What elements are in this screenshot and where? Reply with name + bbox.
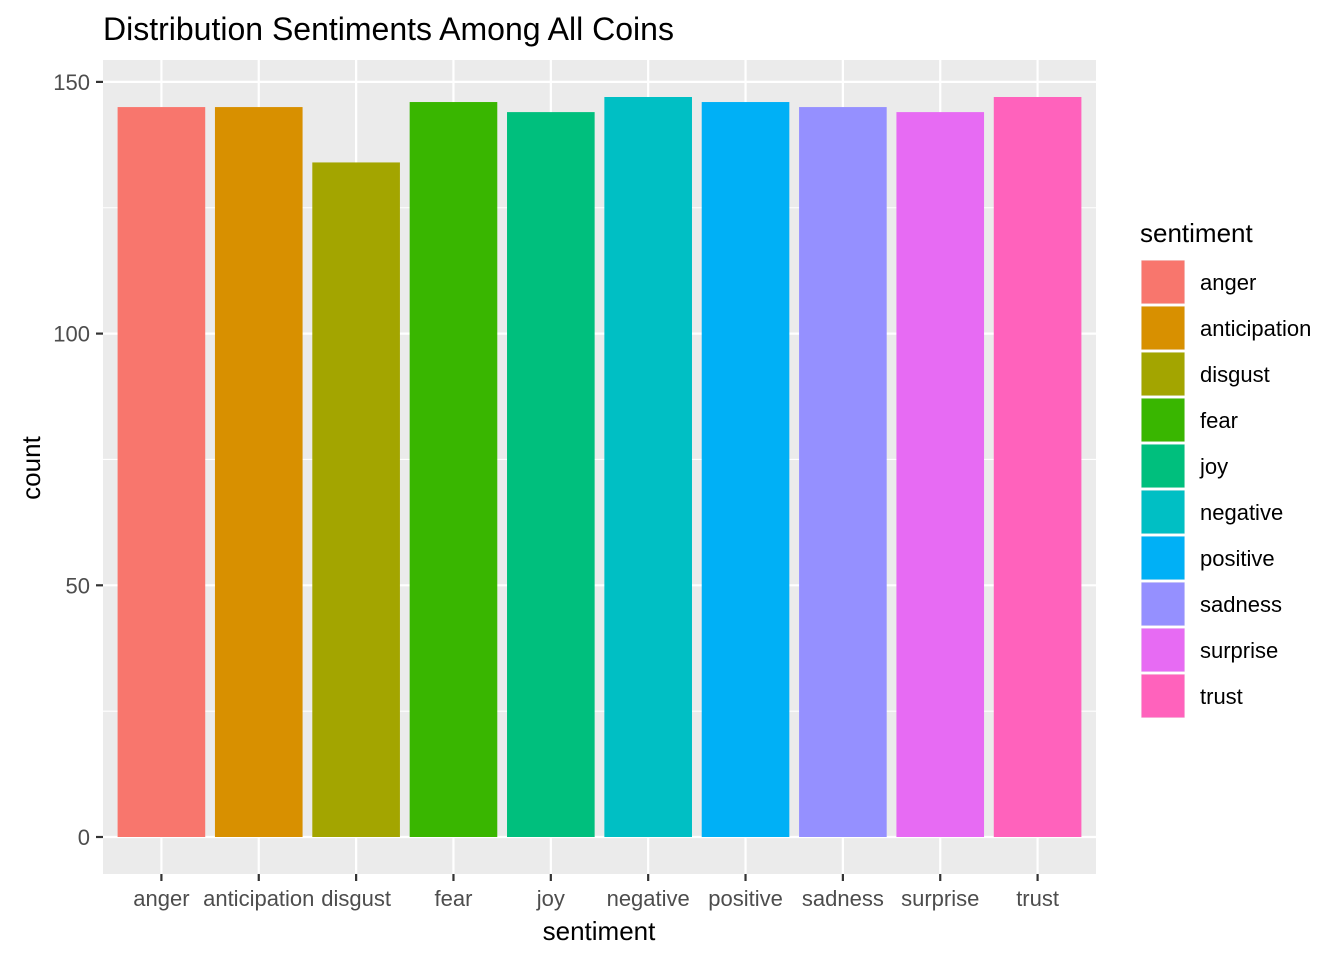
x-tick-label: anticipation <box>203 886 314 911</box>
x-tick-label: fear <box>435 886 473 911</box>
legend-swatch-negative <box>1141 490 1185 534</box>
bar-fear <box>409 102 498 838</box>
bars <box>117 97 1082 838</box>
y-axis: 0 50 100 150 <box>53 70 103 850</box>
legend-swatch-disgust <box>1141 352 1185 396</box>
y-tick-label: 50 <box>66 573 90 598</box>
legend: sentiment anger anticipation disgust fear jo… <box>1139 218 1311 720</box>
x-tick-label: anger <box>133 886 189 911</box>
x-tick-label: joy <box>536 886 565 911</box>
legend-label: surprise <box>1200 638 1278 663</box>
legend-label: anger <box>1200 270 1256 295</box>
bar-positive <box>701 102 790 838</box>
bar-disgust <box>312 162 400 838</box>
x-tick-label: positive <box>708 886 783 911</box>
legend-swatch-sadness <box>1141 582 1185 626</box>
chart-title: Distribution Sentiments Among All Coins <box>103 11 674 47</box>
legend-label: fear <box>1200 408 1238 433</box>
legend-swatch-joy <box>1141 444 1185 488</box>
legend-swatch-anticipation <box>1141 306 1185 350</box>
legend-swatch-surprise <box>1141 628 1185 672</box>
y-tick-label: 100 <box>53 322 90 347</box>
x-tick-label: trust <box>1016 886 1059 911</box>
legend-label: negative <box>1200 500 1283 525</box>
bar-sadness <box>799 107 887 838</box>
bar-negative <box>604 97 692 837</box>
legend-swatch-anger <box>1141 260 1185 304</box>
legend-title: sentiment <box>1140 218 1253 248</box>
legend-swatch-trust <box>1141 674 1185 718</box>
x-tick-label: surprise <box>901 886 979 911</box>
x-axis-label: sentiment <box>543 916 656 946</box>
x-tick-label: disgust <box>321 886 391 911</box>
legend-label: anticipation <box>1200 316 1311 341</box>
legend-label: joy <box>1199 454 1228 479</box>
legend-swatch-positive <box>1141 536 1185 580</box>
x-tick-label: negative <box>607 886 690 911</box>
legend-label: trust <box>1200 684 1243 709</box>
legend-label: disgust <box>1200 362 1270 387</box>
legend-label: sadness <box>1200 592 1282 617</box>
x-tick-label: sadness <box>802 886 884 911</box>
bar-trust <box>993 97 1082 837</box>
bar-anticipation <box>214 107 303 838</box>
legend-label: positive <box>1200 546 1275 571</box>
legend-swatch-fear <box>1141 398 1185 442</box>
y-axis-label: count <box>16 435 46 499</box>
x-axis: anger anticipation disgust fear joy negative p… <box>133 874 1059 911</box>
y-tick-label: 0 <box>78 825 90 850</box>
y-tick-label: 150 <box>53 70 90 95</box>
bar-joy <box>507 112 595 837</box>
bar-surprise <box>896 112 985 837</box>
bar-anger <box>117 107 206 838</box>
